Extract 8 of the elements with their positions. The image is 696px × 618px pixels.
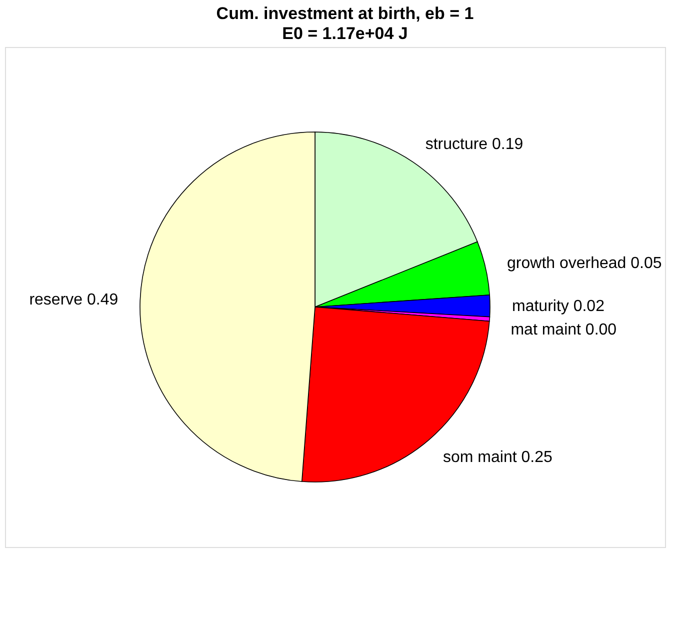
slice-label: growth overhead 0.05	[507, 254, 662, 272]
chart-subtitle: E0 = 1.17e+04 J	[282, 24, 408, 43]
slice-label: reserve 0.49	[29, 292, 118, 309]
slice-label: maturity 0.02	[512, 298, 605, 315]
chart-title: Cum. investment at birth, eb = 1	[216, 4, 474, 23]
slice-label: som maint 0.25	[442, 448, 552, 466]
slice-label: mat maint 0.00	[510, 321, 617, 338]
slice-label: structure 0.19	[425, 136, 524, 153]
